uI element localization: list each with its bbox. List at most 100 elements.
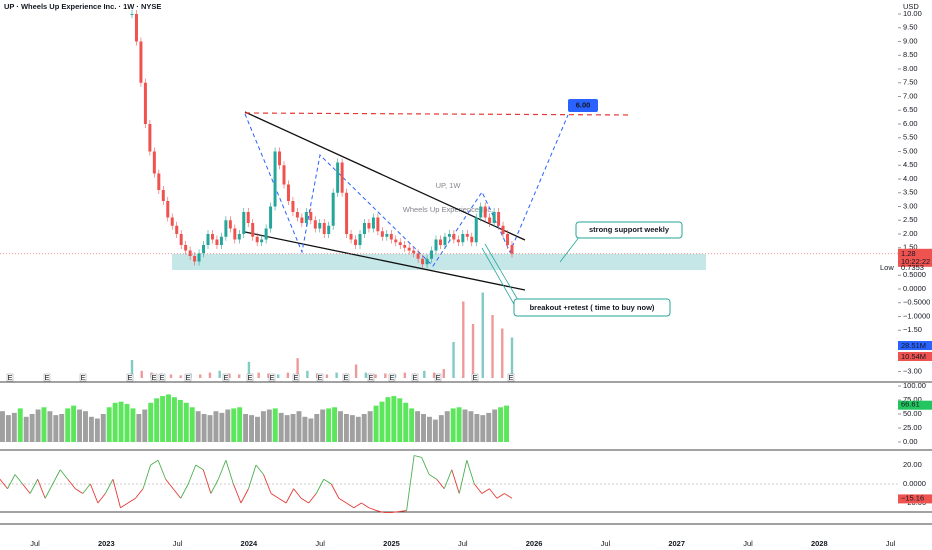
x-tick-label: Jul — [173, 539, 183, 548]
oscillator-segment — [504, 493, 513, 499]
candle-body — [242, 212, 246, 234]
y-tick-label: 9.00 — [903, 36, 918, 45]
candle-body — [362, 223, 366, 234]
oscillator-segment — [127, 497, 136, 504]
y-tick-label: 3.00 — [903, 201, 918, 210]
candle-body — [349, 234, 353, 240]
x-tick-label: 2028 — [811, 539, 828, 548]
event-marker-box — [507, 373, 515, 382]
oscillator-last: −15.16 — [901, 493, 924, 502]
event-marker: E — [80, 373, 85, 382]
candle-body — [376, 217, 380, 232]
oscillator-segment — [195, 464, 204, 471]
callout-line — [559, 235, 581, 263]
oscillator-segment — [120, 502, 129, 509]
volume-bar — [452, 342, 455, 378]
candle-body — [506, 234, 510, 245]
candle-body — [300, 217, 304, 223]
volume-bar — [335, 372, 338, 378]
oscillator-segment — [225, 460, 234, 485]
volume-bar — [257, 372, 260, 378]
strength-bar — [83, 411, 88, 442]
axis-unit: USD — [903, 2, 919, 11]
oscillator-segment — [481, 488, 490, 494]
y-tick-label: 9.50 — [903, 23, 918, 32]
candle-body — [224, 220, 228, 237]
oscillator-segment — [399, 510, 407, 512]
candle-body — [210, 234, 214, 240]
strength-bar — [219, 412, 225, 442]
target-label-box — [568, 99, 598, 112]
oscillator-segment — [202, 469, 212, 494]
oscillator-segment — [89, 483, 99, 504]
oscillator-segment — [376, 510, 385, 513]
volume-bar — [364, 372, 368, 378]
oscillator-segment — [29, 479, 39, 494]
candle-body — [260, 239, 264, 243]
x-tick-label: Jul — [30, 539, 40, 548]
volume-bar — [423, 370, 426, 378]
candle-body — [425, 258, 429, 265]
low-value: 0.7353 — [901, 263, 924, 272]
strength-bar — [278, 412, 284, 442]
candle-body — [474, 217, 478, 243]
y-tick-label: 0.5000 — [903, 270, 926, 279]
y-tick-label: −1.0000 — [903, 311, 930, 320]
oscillator-segment — [82, 483, 91, 494]
oscillator-segment — [391, 511, 400, 513]
candle-body — [166, 201, 170, 218]
volume-bar — [432, 372, 436, 378]
candle-body — [434, 239, 438, 251]
event-marker-box — [6, 373, 14, 382]
strength-bar — [385, 397, 391, 442]
oscillator-segment — [293, 488, 302, 499]
strength-bar — [444, 411, 450, 442]
oscillator-segment — [270, 493, 279, 499]
volume-bar — [325, 374, 329, 378]
strength-bar — [296, 411, 302, 442]
event-marker-box — [150, 373, 158, 382]
strength-bar — [11, 412, 17, 442]
candle-body — [202, 245, 206, 254]
strength-bar — [243, 414, 249, 442]
candle-body — [295, 212, 299, 218]
event-marker: E — [293, 373, 298, 382]
strength-bar — [284, 415, 290, 442]
y-tick-label: 6.00 — [903, 119, 918, 128]
y-tick-label: 20.00 — [903, 460, 922, 469]
oscillator-segment — [240, 488, 249, 504]
event-marker: E — [472, 373, 477, 382]
strength-bar — [255, 416, 260, 442]
strength-bar — [47, 411, 53, 442]
trendline — [244, 231, 526, 291]
oscillator-segment — [361, 502, 370, 509]
strength-bar — [314, 414, 320, 442]
last-price: 1.28 — [901, 249, 916, 258]
event-marker: E — [159, 373, 164, 382]
y-tick-label: 75.00 — [903, 395, 922, 404]
x-tick-label: Jul — [458, 539, 468, 548]
watermark-sub: Wheels Up Experience Inc. — [403, 205, 493, 214]
candle-body — [430, 250, 434, 259]
strength-bar — [361, 414, 367, 442]
strength-bar — [338, 411, 343, 442]
y-tick-label: 7.00 — [903, 91, 918, 100]
strength-bar — [59, 414, 65, 442]
candle-body — [161, 190, 165, 201]
candle-body — [139, 41, 143, 83]
oscillator-segment — [315, 479, 325, 494]
strength-bar — [409, 408, 415, 442]
candle-body — [443, 236, 447, 245]
callout-line — [481, 247, 516, 307]
candle-body — [371, 217, 375, 229]
event-marker-box — [268, 373, 276, 382]
strength-bar — [29, 414, 35, 442]
event-marker: E — [389, 373, 394, 382]
oscillator-segment — [451, 469, 460, 494]
strength-bar — [88, 416, 94, 442]
volume-bar — [384, 373, 387, 378]
breakout-label: breakout +retest ( time to buy now) — [530, 303, 655, 312]
y-tick-label: 25.00 — [903, 423, 922, 432]
oscillator-segment — [165, 478, 174, 490]
strength-bar — [468, 411, 474, 442]
